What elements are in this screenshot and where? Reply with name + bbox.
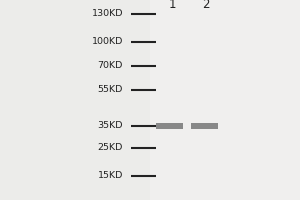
Bar <box>156 123 183 129</box>
Text: 25KD: 25KD <box>98 144 123 152</box>
Text: 15KD: 15KD <box>98 171 123 180</box>
Text: 70KD: 70KD <box>98 62 123 71</box>
Bar <box>150 0 300 200</box>
Bar <box>190 123 218 129</box>
Text: 2: 2 <box>202 0 209 11</box>
Text: 35KD: 35KD <box>98 121 123 130</box>
Text: 1: 1 <box>169 0 176 11</box>
Text: 100KD: 100KD <box>92 38 123 46</box>
Text: 55KD: 55KD <box>98 85 123 94</box>
Text: 130KD: 130KD <box>92 9 123 19</box>
